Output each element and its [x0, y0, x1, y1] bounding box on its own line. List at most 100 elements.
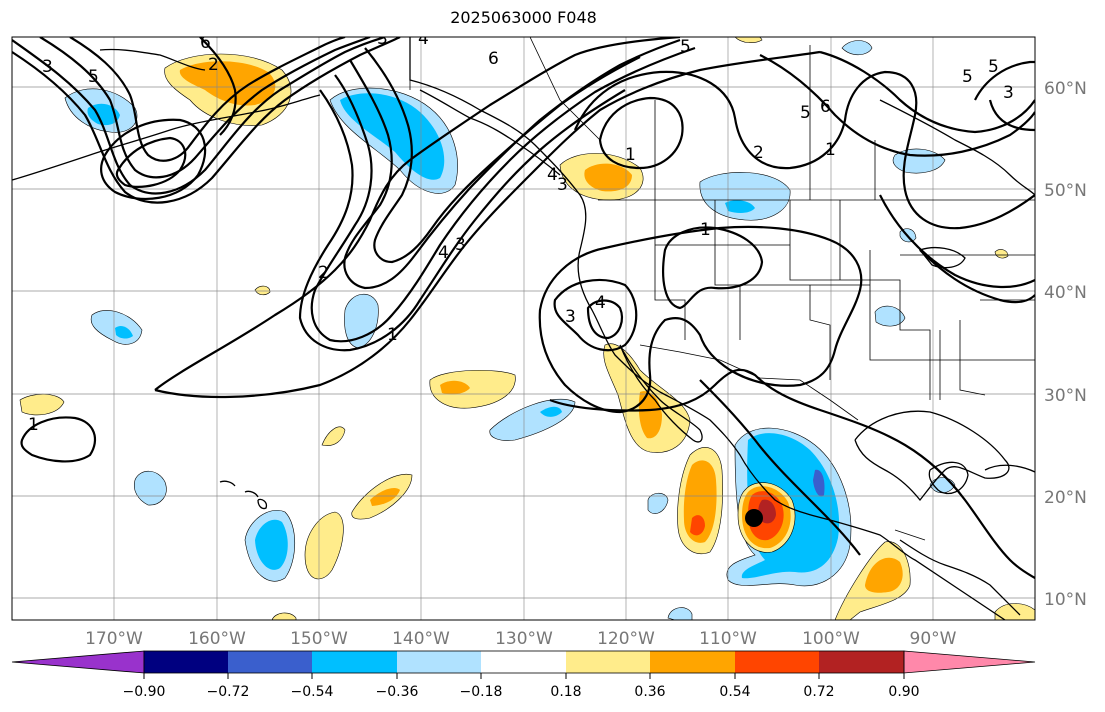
contour-pac-2 [154, 50, 821, 399]
contour-label: 5 [680, 37, 691, 57]
contour-label: 3 [557, 175, 568, 195]
colorbar-tick-label: −0.54 [291, 684, 334, 700]
contour-left-blob [20, 416, 97, 463]
storm-center-marker [745, 509, 763, 527]
contour-pac-3 [310, 46, 696, 343]
contour-label: 3 [42, 57, 53, 77]
shade-pnw-orange [584, 163, 632, 192]
contour-lines [12, 37, 1035, 579]
colorbar-swatch [735, 651, 819, 673]
shade-subtrop-positive [429, 369, 516, 409]
colorbar-swatch-under [11, 650, 145, 674]
lon-label: 170°W [85, 629, 143, 649]
shade-cyclone-blue [813, 469, 825, 497]
colorbar-swatch [397, 651, 481, 673]
contour-bering-4 [69, 37, 346, 162]
colorbar: −0.90 −0.72 −0.54 −0.36 −0.18 0.18 0.36 … [11, 650, 1036, 700]
shade-small-negative [647, 492, 669, 514]
contour-label: 2 [753, 143, 764, 163]
lon-label: 150°W [290, 629, 348, 649]
shade-midpac-negative [344, 294, 379, 349]
colorbar-tick-label: 0.18 [550, 684, 581, 700]
coast-hawaii-2 [244, 490, 259, 498]
colorbar-tick-label: 0.54 [719, 684, 750, 700]
lon-label: 90°W [910, 629, 957, 649]
contour-bering-6 [100, 118, 207, 200]
shade-cp2-orange [370, 488, 400, 506]
colorbar-swatch [650, 651, 735, 673]
coast-se-alaska [419, 89, 561, 176]
contour-label: 6 [488, 49, 499, 69]
shade-bottom-negative [667, 607, 693, 620]
colorbar-tick-label: 0.36 [634, 684, 665, 700]
shade-far-west-positive [19, 393, 65, 416]
shade-top-negative [841, 40, 873, 56]
shade-west-cyan [115, 325, 133, 339]
coast-hudson [879, 99, 1035, 196]
contour-ne-2 [759, 54, 1035, 157]
contour-ne-1 [819, 50, 1035, 134]
coast-cuba [984, 464, 1035, 473]
lon-label: 140°W [392, 629, 450, 649]
contour-label: 3 [455, 235, 466, 255]
contour-label: 4 [547, 165, 558, 185]
contour-label: 3 [565, 307, 576, 327]
map-frame [11, 36, 1036, 621]
contour-pac-6 [364, 47, 641, 264]
colorbar-swatch [312, 651, 397, 673]
colorbar-swatch [566, 651, 650, 673]
border-canada-provinces [529, 37, 876, 200]
contour-label: 5 [800, 103, 811, 123]
contour-label: 5 [88, 67, 99, 87]
contour-label: 5 [988, 57, 999, 77]
shade-bottom-positive [271, 612, 297, 620]
lat-label: 20°N [1044, 488, 1087, 508]
shade-camerica-orange [865, 557, 903, 593]
lon-label: 160°W [188, 629, 246, 649]
coast-gulf [854, 410, 1010, 502]
lon-label: 120°W [597, 629, 655, 649]
coast-hawaii-1 [219, 480, 236, 487]
contour-east-trough [919, 249, 1035, 304]
colorbar-tick-label: −0.90 [123, 684, 166, 700]
contour-bering-5 [115, 136, 187, 188]
contour-east-trough-2 [879, 194, 1035, 288]
colorbar-frame [143, 650, 905, 674]
contour-label: 4 [438, 243, 449, 263]
lon-label: 130°W [495, 629, 553, 649]
contour-bering-1 [12, 37, 386, 195]
shade-alaska-orange [179, 61, 276, 106]
shade-cp3-positive [304, 511, 344, 580]
shade-small-positive-a [254, 285, 271, 296]
coast-aleutians [99, 48, 206, 71]
contour-label: 1 [28, 415, 39, 435]
colorbar-swatch [481, 651, 566, 673]
shade-canada-cyan [725, 200, 755, 213]
colorbar-tick-label: −0.72 [207, 684, 250, 700]
shade-goa-cyan [340, 93, 445, 180]
lon-label: 100°W [802, 629, 860, 649]
contour-label: 1 [825, 140, 836, 160]
contour-canada-loop [598, 96, 684, 170]
contour-labels: 3 5 6 2 6 5 4 3 4 3 5 6 2 1 1 2 1 4 3 3 … [28, 33, 1014, 435]
shade-top-positive [734, 37, 763, 43]
colorbar-ticks [143, 673, 905, 679]
shade-wmex-red [690, 515, 705, 536]
contour-label: 3 [1003, 83, 1014, 103]
contour-label: 1 [387, 325, 398, 345]
shade-eastpac-cyan [540, 406, 562, 417]
lat-label: 10°N [1044, 590, 1087, 610]
contour-bering-3 [39, 37, 371, 179]
contour-label: 5 [962, 67, 973, 87]
border-us-mexico [639, 344, 859, 421]
longitude-labels: 170°W 160°W 150°W 140°W 130°W 120°W 110°… [85, 629, 957, 649]
lon-label: 110°W [699, 629, 757, 649]
shade-sne-negative [874, 305, 906, 327]
coast-hawaii-3 [257, 498, 268, 510]
contour-west-big [538, 225, 863, 414]
contour-label: 4 [595, 293, 606, 313]
shade-nhawaii-negative [133, 470, 167, 506]
contour-label: 6 [200, 33, 211, 53]
map-plot-area: 3 5 6 2 6 5 4 3 4 3 5 6 2 1 1 2 1 4 3 3 … [12, 33, 1035, 620]
